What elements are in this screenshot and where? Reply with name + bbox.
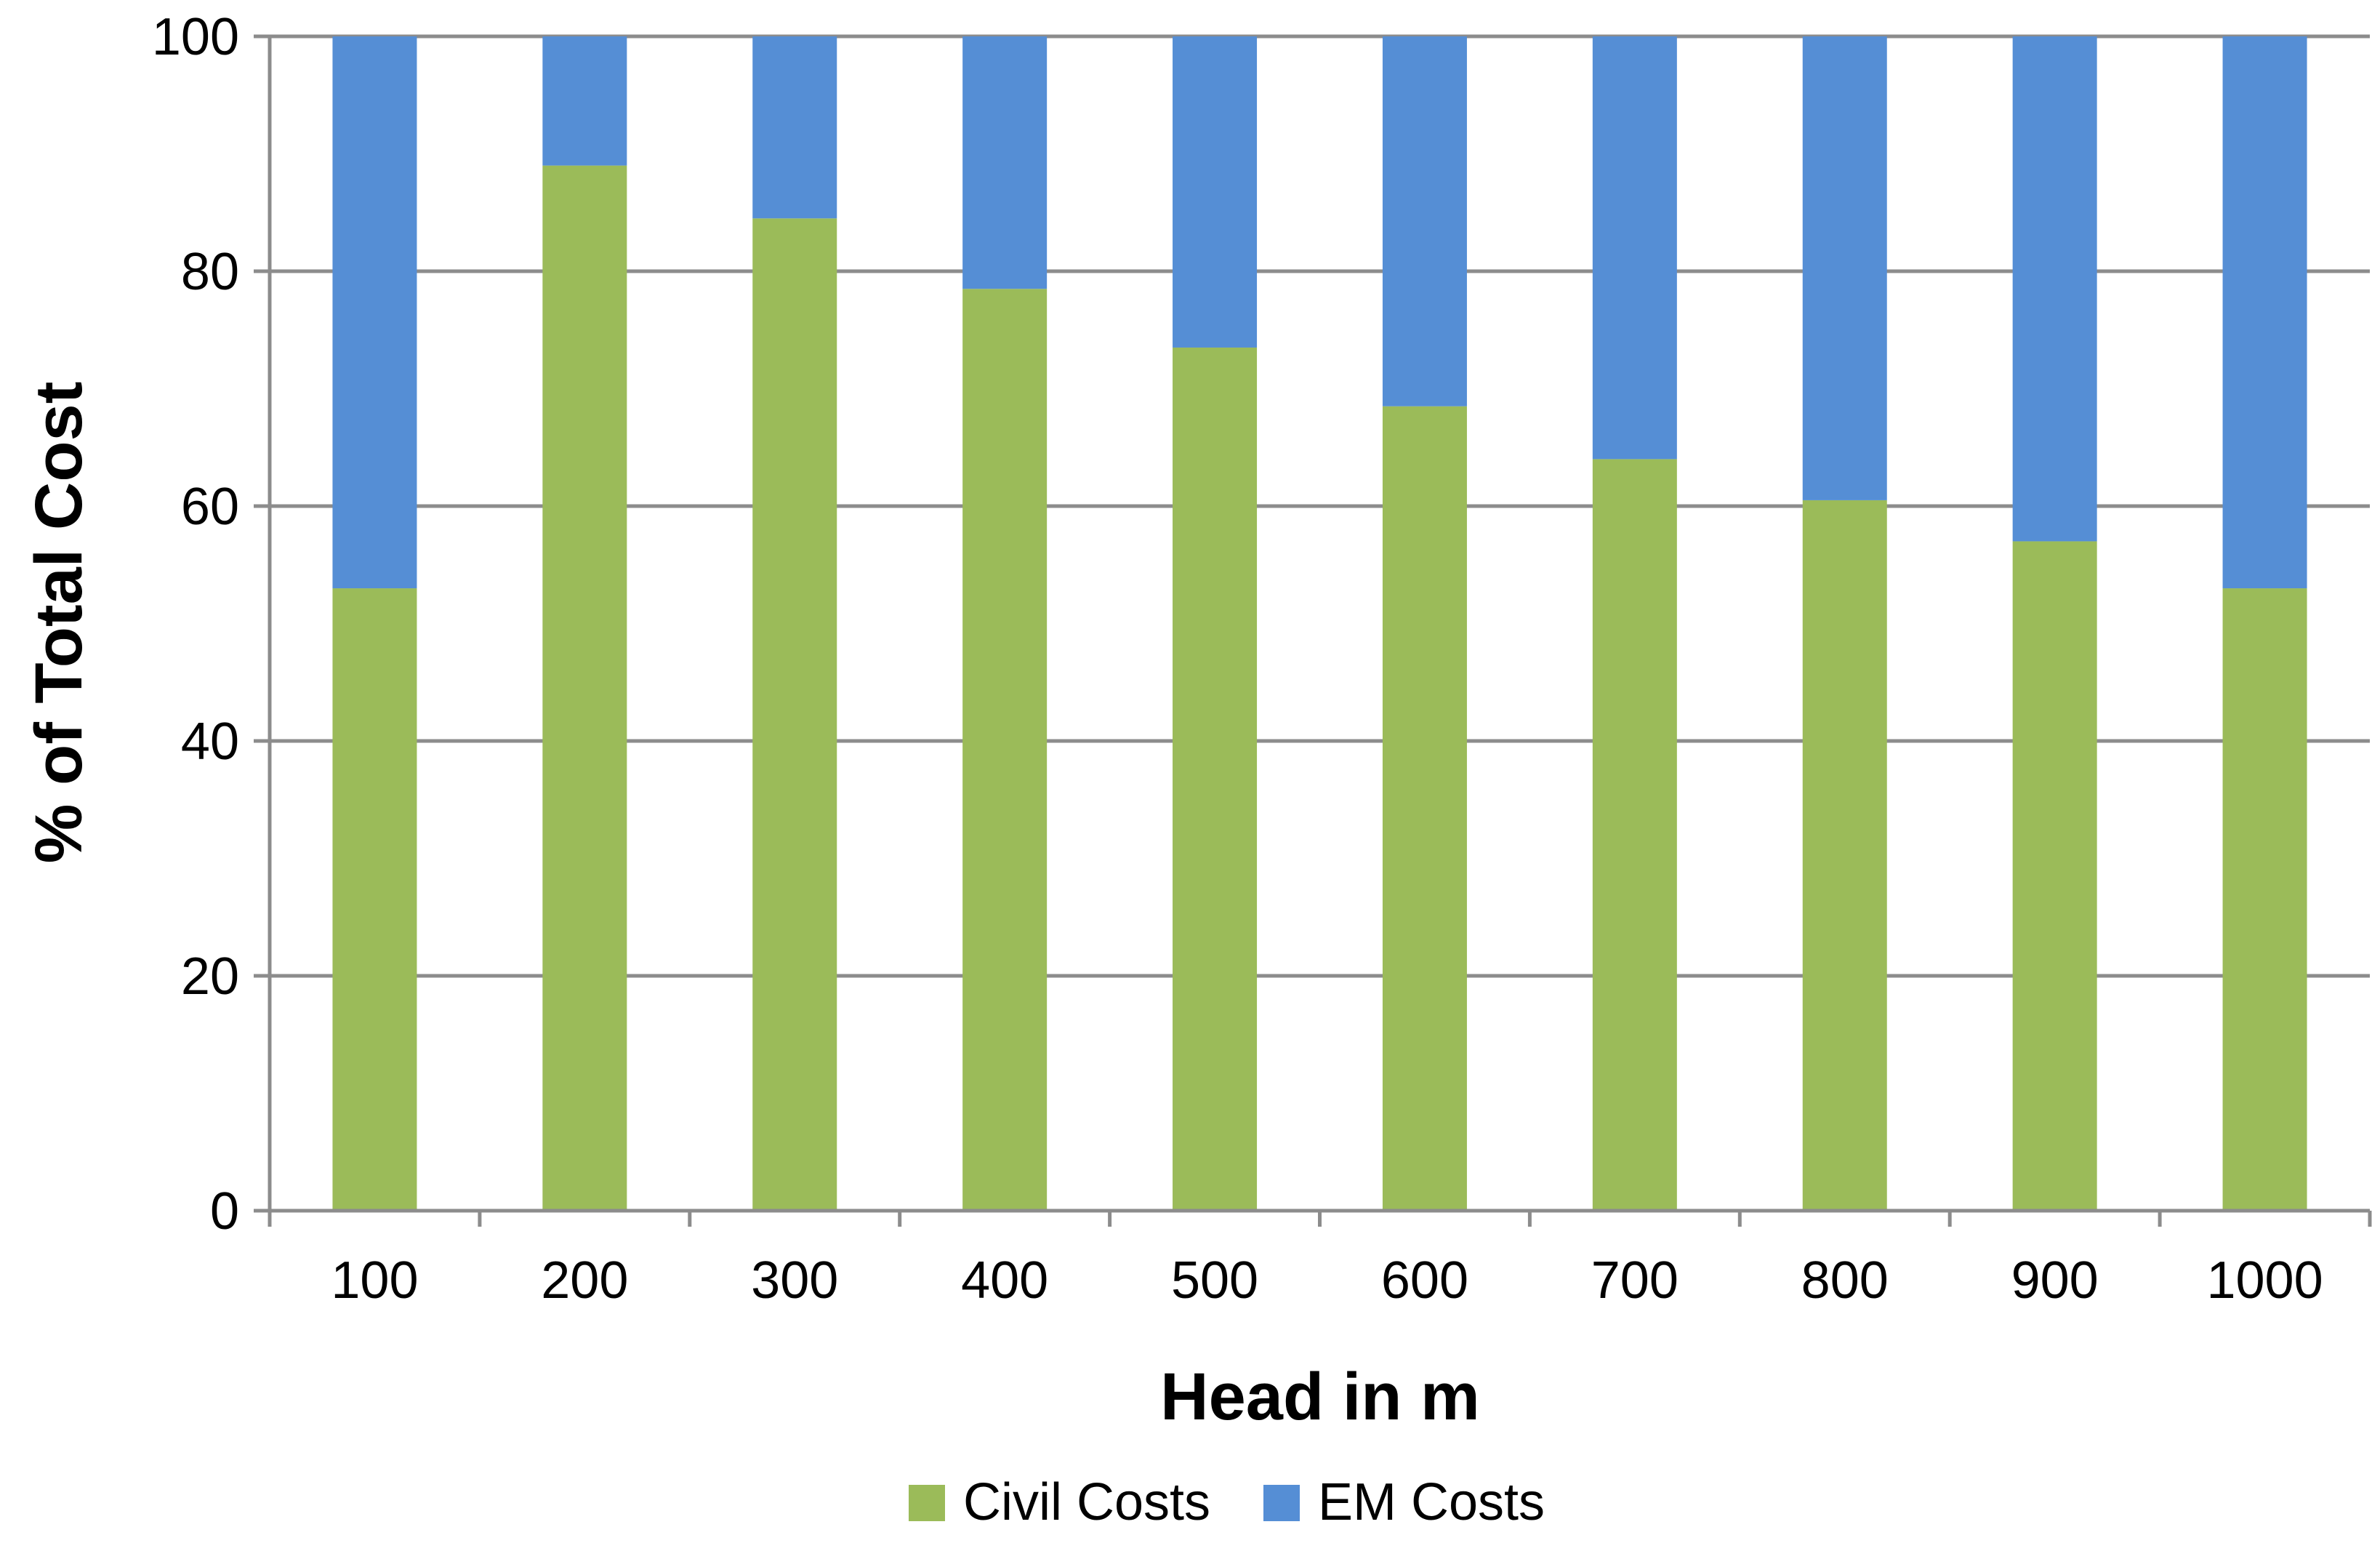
- bar-civil-300: [752, 218, 837, 1211]
- y-tick-label: 100: [152, 8, 239, 66]
- bar-em-400: [962, 36, 1048, 289]
- bar-em-500: [1173, 36, 1258, 348]
- bar-civil-800: [1802, 500, 1887, 1211]
- bar-civil-900: [2012, 541, 2097, 1211]
- bar-civil-100: [332, 588, 417, 1211]
- bars: [332, 36, 2307, 1211]
- x-tick-label: 700: [1591, 1251, 1679, 1310]
- y-tick-label: 60: [181, 478, 239, 536]
- y-tick-label: 0: [210, 1182, 239, 1241]
- x-tick-label: 200: [541, 1251, 628, 1310]
- bar-civil-400: [962, 289, 1048, 1211]
- bar-em-800: [1802, 36, 1887, 500]
- y-tick-label: 20: [181, 947, 239, 1006]
- bar-em-900: [2012, 36, 2097, 542]
- x-tick-label: 600: [1381, 1251, 1468, 1310]
- x-axis-title: Head in m: [1160, 1360, 1480, 1434]
- x-tick-label: 500: [1171, 1251, 1258, 1310]
- bar-em-1000: [2222, 36, 2307, 589]
- x-tick-label: 100: [331, 1251, 418, 1310]
- x-tick-label: 300: [751, 1251, 838, 1310]
- axes: [254, 34, 2372, 1227]
- legend-swatch-em: [1263, 1485, 1300, 1521]
- y-tick-label: 80: [181, 243, 239, 301]
- legend-label-em: EM Costs: [1318, 1473, 1545, 1531]
- bar-civil-700: [1592, 459, 1677, 1211]
- bar-civil-500: [1173, 347, 1258, 1211]
- x-tick-label: 800: [1801, 1251, 1889, 1310]
- y-tick-label: 40: [181, 713, 239, 771]
- legend-label-civil: Civil Costs: [963, 1473, 1210, 1531]
- bar-civil-200: [542, 165, 627, 1211]
- bar-em-700: [1592, 36, 1677, 460]
- bar-em-300: [752, 36, 837, 219]
- bar-civil-1000: [2222, 588, 2307, 1211]
- legend-swatch-civil: [909, 1485, 945, 1521]
- legend: Civil Costs EM Costs: [909, 1473, 1545, 1531]
- x-tick-label: 1000: [2206, 1251, 2323, 1310]
- bar-em-100: [332, 36, 417, 589]
- x-tick-label: 400: [961, 1251, 1048, 1310]
- bar-civil-600: [1382, 406, 1467, 1211]
- tick-labels: 0 20 40 60 80 100 100 200 300 400 500 600 700 800 900 1…: [152, 8, 2323, 1310]
- y-axis-title: % of Total Cost: [22, 382, 96, 864]
- x-tick-label: 900: [2011, 1251, 2099, 1310]
- bar-em-600: [1382, 36, 1467, 406]
- bar-em-200: [542, 36, 627, 166]
